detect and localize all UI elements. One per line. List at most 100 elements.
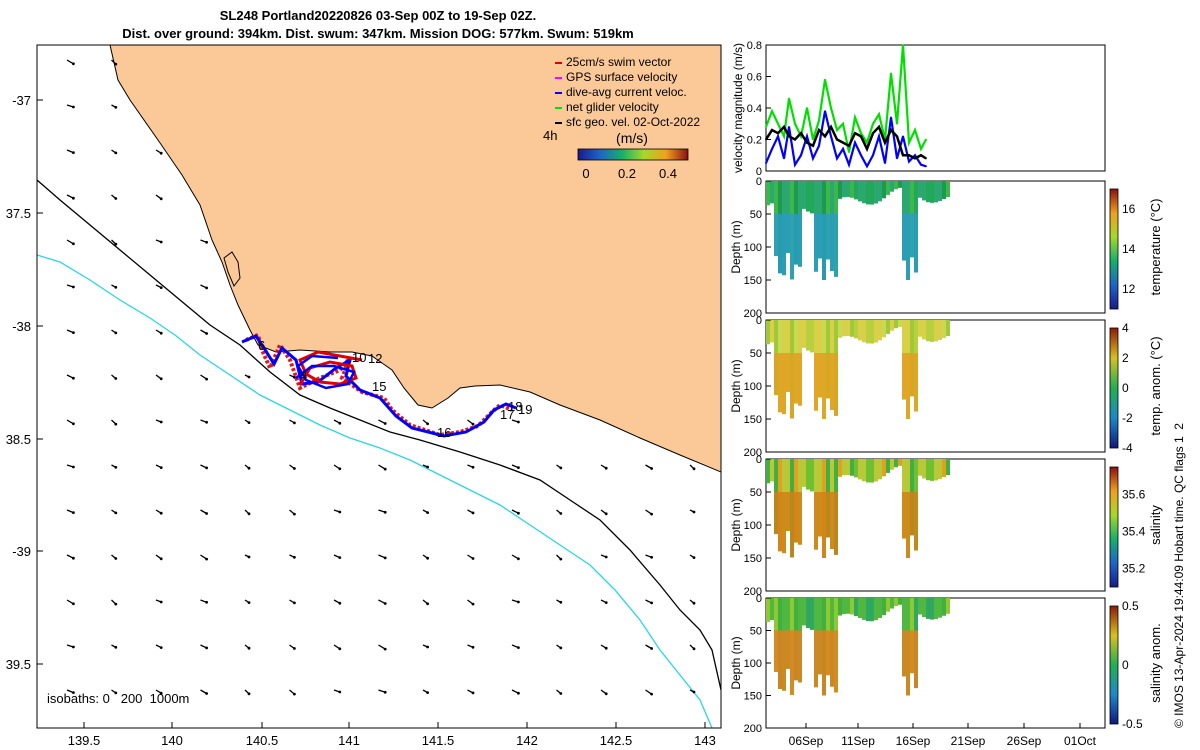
- section-column: [898, 459, 902, 466]
- section-column: [918, 320, 922, 337]
- vel-point: [842, 148, 844, 150]
- section-column: [894, 181, 898, 190]
- section-deep-cell: [826, 214, 830, 260]
- geo-arrow-head: [604, 512, 608, 516]
- section-column: [866, 320, 870, 344]
- section-deep-cell: [798, 630, 802, 683]
- section-deep-cell: [910, 492, 914, 536]
- geo-arrow-head: [293, 512, 296, 516]
- depth-tick-label: 100: [744, 242, 762, 254]
- vel-point: [896, 122, 898, 125]
- geo-arrow-head: [72, 465, 75, 469]
- map-panel: 6 4 10 12 15 16 17 18 19 139.5 140 140.5 14…: [6, 44, 722, 748]
- section-deep-cell: [786, 353, 790, 392]
- vel-point: [794, 138, 796, 141]
- vel-point: [794, 163, 796, 166]
- section-column: [802, 181, 806, 209]
- geo-arrow-head: [114, 197, 118, 200]
- section-column: [838, 459, 842, 477]
- vel-point: [896, 157, 898, 160]
- section-column: [926, 181, 930, 203]
- section-column: [942, 181, 946, 200]
- heatmap-colorbar: [1109, 327, 1119, 449]
- geo-arrow-head: [72, 285, 75, 289]
- vel-point: [771, 129, 773, 131]
- geo-arrow-head: [114, 285, 118, 289]
- track-current: [241, 334, 517, 438]
- track-loop-blue: [295, 354, 356, 390]
- section-column: [894, 459, 898, 468]
- section-column: [878, 459, 882, 480]
- section-deep-cell: [794, 353, 798, 404]
- geo-arrow-head: [338, 690, 342, 694]
- section-column: [806, 598, 810, 629]
- lon-tick-label: 140.5: [246, 733, 279, 748]
- vel-point: [884, 162, 886, 165]
- geo-arrow-head: [604, 555, 608, 559]
- section-column: [942, 459, 946, 478]
- geo-arrow-head: [114, 557, 118, 560]
- vel-point: [866, 148, 868, 150]
- vel-point: [771, 110, 773, 113]
- geo-arrow-head: [293, 647, 296, 650]
- section-column: [926, 459, 930, 481]
- section-column: [882, 320, 886, 338]
- geo-arrow-head: [650, 601, 653, 605]
- geo-arrow-head: [72, 422, 75, 426]
- geo-arrow-head: [247, 375, 251, 379]
- section-column: [874, 320, 878, 343]
- day-label-6: 6: [258, 338, 265, 353]
- vel-series-sfc-geo-vel-oct-: [764, 124, 927, 160]
- geo-arrow-head: [650, 692, 653, 696]
- section-deep-cell: [830, 630, 834, 687]
- velocity-ylabel: velocity magnitude (m/s): [731, 43, 745, 173]
- geo-arrow-head: [426, 691, 429, 694]
- section-deep-cell: [794, 492, 798, 543]
- geo-arrow-head: [604, 646, 608, 650]
- vel-point: [902, 154, 904, 157]
- section-deep-cell: [790, 630, 794, 695]
- vel-series-net-glider-velocity: [764, 44, 927, 153]
- geo-arrow-head: [247, 601, 251, 604]
- geo-arrow-head: [559, 600, 563, 604]
- section-deep-cell: [826, 630, 830, 676]
- legend-label: 25cm/s swim vector: [566, 55, 671, 69]
- geo-arrow-head: [517, 466, 520, 469]
- section-column: [898, 320, 902, 327]
- section-deep-cell: [778, 492, 782, 552]
- section-column: [930, 320, 934, 342]
- section-deep-cell: [902, 353, 906, 400]
- geo-arrow-head: [114, 377, 118, 380]
- geo-arrow-head: [159, 331, 163, 335]
- section-column: [882, 181, 886, 199]
- colorbar-tick-label: 14: [1122, 242, 1136, 256]
- colorbar-tick-label: 35.4: [1122, 525, 1146, 539]
- section-deep-cell: [834, 630, 838, 693]
- section-column: [862, 181, 866, 204]
- geo-arrow-head: [114, 62, 118, 66]
- section-deep-cell: [902, 630, 906, 677]
- vel-point: [920, 163, 922, 166]
- geo-arrow-head: [517, 646, 520, 649]
- vel-point: [788, 97, 790, 100]
- geo-arrow-head: [383, 647, 387, 651]
- geo-arrow-head: [247, 555, 251, 559]
- section-column: [810, 459, 814, 492]
- vel-point: [872, 154, 874, 157]
- lat-tick-label: 39.5: [6, 657, 31, 672]
- vel-point: [925, 157, 927, 160]
- speed-colorbar: [577, 148, 689, 161]
- vel-point: [925, 138, 927, 141]
- section-deep-cell: [782, 353, 786, 415]
- glider-track: [241, 332, 517, 438]
- section-deep-cell: [798, 214, 802, 267]
- section-deep-cell: [822, 492, 826, 558]
- vel-point: [836, 129, 838, 131]
- section-column: [770, 459, 774, 482]
- section-column: [866, 598, 870, 622]
- geo-arrow-head: [114, 151, 118, 155]
- section-column: [866, 181, 870, 205]
- vel-point: [765, 138, 767, 141]
- section-column: [886, 459, 890, 473]
- geo-arrow-head: [159, 691, 163, 695]
